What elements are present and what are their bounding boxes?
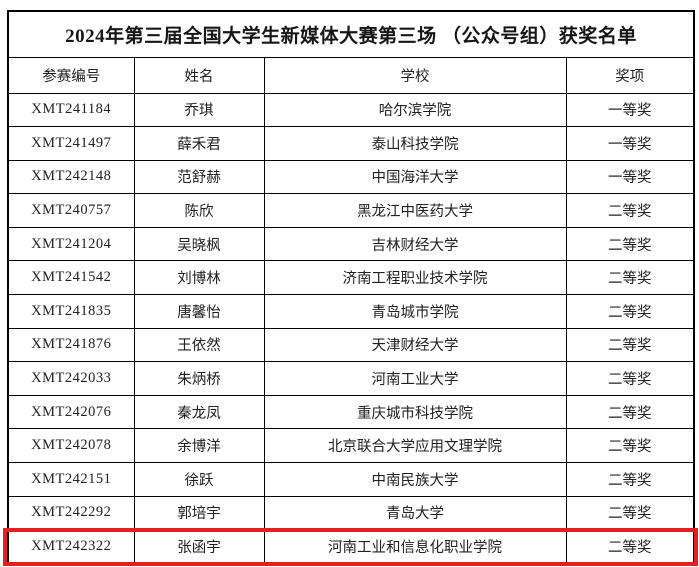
cell-entry-id: XMT241542 — [7, 260, 135, 296]
cell-name: 薛禾君 — [133, 126, 265, 161]
cell-award: 二等奖 — [565, 260, 695, 296]
cell-name: 陈欣 — [133, 193, 265, 228]
cell-school: 重庆城市科技学院 — [263, 394, 567, 430]
cell-award: 二等奖 — [565, 462, 695, 497]
table-row: XMT241497 薛禾君 泰山科技学院 一等奖 — [7, 126, 695, 161]
column-header-school: 学校 — [263, 56, 567, 94]
title-row: 2024年第三届全国大学生新媒体大赛第三场 （公众号组）获奖名单 — [7, 10, 695, 58]
cell-name: 刘博林 — [133, 260, 265, 296]
cell-school: 吉林财经大学 — [263, 226, 567, 262]
cell-entry-id: XMT242322 — [7, 529, 135, 564]
cell-award: 二等奖 — [565, 327, 695, 363]
table-row: XMT241835 唐馨怡 青岛城市学院 二等奖 — [7, 294, 695, 329]
cell-award: 一等奖 — [565, 159, 695, 195]
cell-name: 王依然 — [133, 327, 265, 363]
cell-name: 唐馨怡 — [133, 294, 265, 329]
cell-school: 青岛城市学院 — [263, 294, 567, 329]
cell-school: 黑龙江中医药大学 — [263, 193, 567, 228]
table-row: XMT241876 王依然 天津财经大学 二等奖 — [7, 327, 695, 363]
cell-name: 秦龙凤 — [133, 394, 265, 430]
cell-award: 二等奖 — [565, 193, 695, 228]
table-row: XMT242076 秦龙凤 重庆城市科技学院 二等奖 — [7, 394, 695, 430]
column-header-award: 奖项 — [565, 56, 695, 94]
column-header-entry-id: 参赛编号 — [7, 56, 135, 94]
cell-award: 二等奖 — [565, 294, 695, 329]
cell-school: 天津财经大学 — [263, 327, 567, 363]
cell-award: 二等奖 — [565, 226, 695, 262]
cell-name: 范舒赫 — [133, 159, 265, 195]
table-row: XMT242322 张函宇 河南工业和信息化职业学院 二等奖 — [7, 529, 695, 564]
cell-name: 张函宇 — [133, 529, 265, 564]
table-body: XMT241184 乔琪 哈尔滨学院 一等奖 XMT241497 薛禾君 泰山科… — [7, 92, 695, 564]
cell-school: 中国海洋大学 — [263, 159, 567, 195]
cell-school: 济南工程职业技术学院 — [263, 260, 567, 296]
cell-school: 哈尔滨学院 — [263, 92, 567, 128]
cell-name: 乔琪 — [133, 92, 265, 128]
cell-award: 二等奖 — [565, 529, 695, 564]
table-row: XMT242078 余博洋 北京联合大学应用文理学院 二等奖 — [7, 428, 695, 464]
table-row: XMT241184 乔琪 哈尔滨学院 一等奖 — [7, 92, 695, 128]
table-row: XMT241542 刘博林 济南工程职业技术学院 二等奖 — [7, 260, 695, 296]
table-row: XMT242148 范舒赫 中国海洋大学 一等奖 — [7, 159, 695, 195]
cell-entry-id: XMT241876 — [7, 327, 135, 363]
award-table: 2024年第三届全国大学生新媒体大赛第三场 （公众号组）获奖名单 参赛编号 姓名… — [7, 10, 696, 565]
cell-entry-id: XMT242148 — [7, 159, 135, 195]
cell-name: 徐跃 — [133, 462, 265, 497]
cell-entry-id: XMT242078 — [7, 428, 135, 464]
cell-entry-id: XMT240757 — [7, 193, 135, 228]
cell-school: 河南工业和信息化职业学院 — [263, 529, 567, 564]
cell-school: 北京联合大学应用文理学院 — [263, 428, 567, 464]
table-row: XMT240757 陈欣 黑龙江中医药大学 二等奖 — [7, 193, 695, 228]
cell-school: 中南民族大学 — [263, 462, 567, 497]
cell-school: 青岛大学 — [263, 495, 567, 531]
cell-entry-id: XMT241204 — [7, 226, 135, 262]
cell-entry-id: XMT242292 — [7, 495, 135, 531]
cell-school: 泰山科技学院 — [263, 126, 567, 161]
cell-award: 二等奖 — [565, 495, 695, 531]
cell-name: 朱炳桥 — [133, 361, 265, 396]
cell-entry-id: XMT242151 — [7, 462, 135, 497]
cell-entry-id: XMT242033 — [7, 361, 135, 396]
cell-award: 二等奖 — [565, 394, 695, 430]
cell-award: 一等奖 — [565, 92, 695, 128]
cell-entry-id: XMT241497 — [7, 126, 135, 161]
header-row: 参赛编号 姓名 学校 奖项 — [7, 56, 695, 94]
page-title: 2024年第三届全国大学生新媒体大赛第三场 （公众号组）获奖名单 — [7, 10, 695, 58]
table-row: XMT242151 徐跃 中南民族大学 二等奖 — [7, 462, 695, 497]
table-row: XMT241204 吴晓枫 吉林财经大学 二等奖 — [7, 226, 695, 262]
cell-entry-id: XMT241835 — [7, 294, 135, 329]
cell-award: 二等奖 — [565, 428, 695, 464]
cell-name: 吴晓枫 — [133, 226, 265, 262]
column-header-name: 姓名 — [133, 56, 265, 94]
cell-award: 二等奖 — [565, 361, 695, 396]
cell-name: 余博洋 — [133, 428, 265, 464]
cell-school: 河南工业大学 — [263, 361, 567, 396]
cell-entry-id: XMT241184 — [7, 92, 135, 128]
cell-entry-id: XMT242076 — [7, 394, 135, 430]
table-row: XMT242292 郭培宇 青岛大学 二等奖 — [7, 495, 695, 531]
cell-name: 郭培宇 — [133, 495, 265, 531]
table-row: XMT242033 朱炳桥 河南工业大学 二等奖 — [7, 361, 695, 396]
cell-award: 一等奖 — [565, 126, 695, 161]
